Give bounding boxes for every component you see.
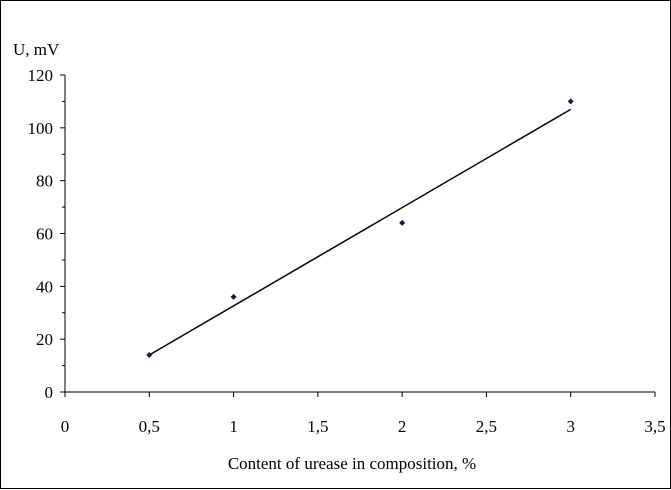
x-tick-label: 1,5 — [307, 417, 328, 436]
y-tick-label: 100 — [28, 119, 54, 138]
data-point — [146, 352, 153, 359]
x-tick-label: 3,5 — [644, 417, 665, 436]
x-tick-label: 2,5 — [476, 417, 497, 436]
y-tick-label: 80 — [36, 172, 53, 191]
x-tick-label: 0 — [61, 417, 70, 436]
data-point — [230, 293, 237, 300]
y-tick-label: 20 — [36, 330, 53, 349]
data-point — [399, 219, 406, 226]
y-tick-label: 120 — [28, 66, 54, 85]
y-tick-label: 0 — [45, 383, 54, 402]
x-tick-label: 0,5 — [139, 417, 160, 436]
x-tick-label: 3 — [566, 417, 575, 436]
y-tick-label: 60 — [36, 225, 53, 244]
x-axis-label: Content of urease in composition, % — [228, 454, 476, 473]
x-tick-label: 2 — [398, 417, 407, 436]
x-tick-label: 1 — [229, 417, 238, 436]
trendline — [148, 108, 572, 356]
y-tick-label: 40 — [36, 277, 53, 296]
data-point — [567, 98, 574, 105]
y-axis-label: U, mV — [13, 40, 60, 59]
